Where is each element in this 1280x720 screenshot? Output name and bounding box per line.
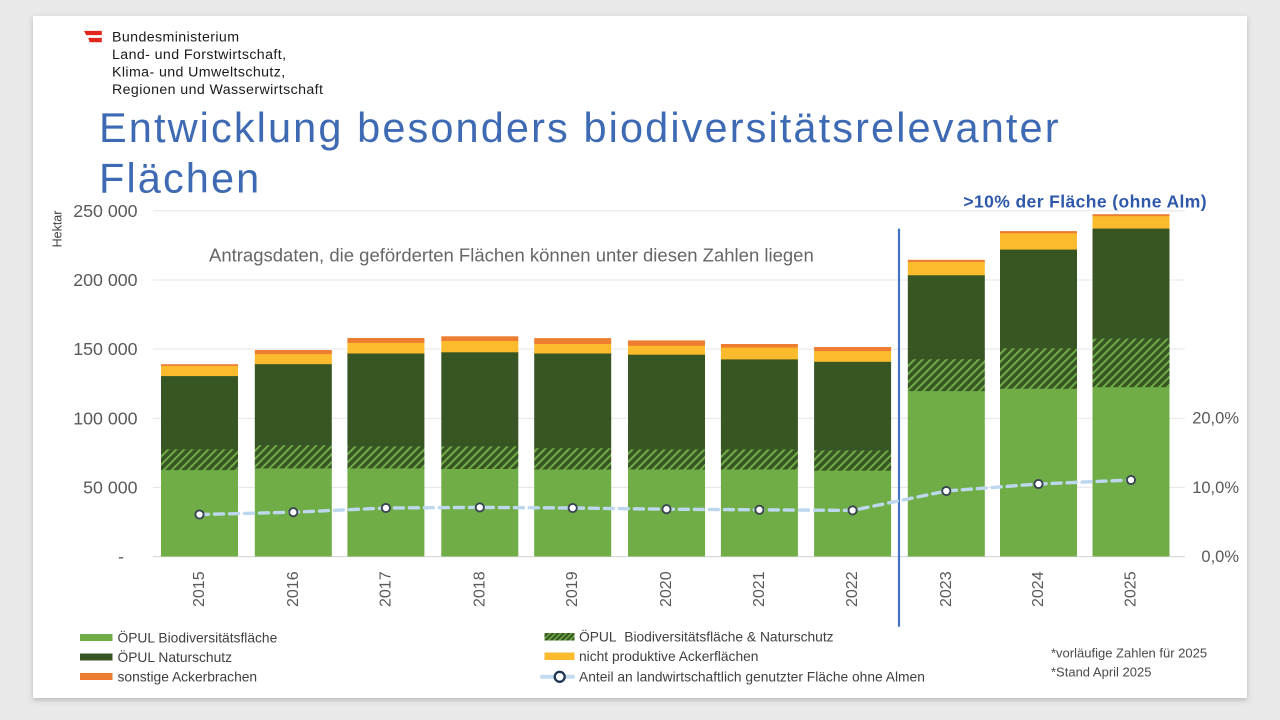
svg-text:ÖPUL Biodiversitätsfläche & N: ÖPUL Biodiversitätsfläche & Naturschutz (579, 628, 834, 645)
svg-text:20,0%: 20,0% (1192, 410, 1239, 428)
svg-text:Bundesministerium: Bundesministerium (112, 30, 239, 46)
svg-text:-: - (118, 547, 124, 567)
svg-text:Flächen: Flächen (99, 155, 261, 202)
svg-text:Klima- und Umweltschutz,: Klima- und Umweltschutz, (112, 65, 286, 81)
svg-text:200 000: 200 000 (73, 270, 137, 290)
svg-text:nicht produktive Ackerflächen: nicht produktive Ackerflächen (579, 649, 758, 664)
svg-text:0,0%: 0,0% (1201, 548, 1239, 566)
svg-text:2024: 2024 (1030, 571, 1047, 607)
svg-text:>10% der Fläche (ohne Alm): >10% der Fläche (ohne Alm) (963, 192, 1207, 212)
svg-text:2015: 2015 (191, 571, 208, 607)
svg-text:10,0%: 10,0% (1192, 479, 1239, 497)
svg-text:2022: 2022 (844, 571, 861, 607)
svg-text:2016: 2016 (285, 571, 302, 607)
svg-text:50 000: 50 000 (83, 477, 137, 497)
svg-text:sonstige Ackerbrachen: sonstige Ackerbrachen (118, 669, 258, 684)
svg-text:150 000: 150 000 (73, 339, 137, 359)
svg-text:2025: 2025 (1123, 571, 1140, 607)
svg-text:Antragsdaten, die geförderten: Antragsdaten, die geförderten Flächen kö… (209, 245, 814, 266)
svg-text:ÖPUL Naturschutz: ÖPUL Naturschutz (118, 648, 233, 665)
svg-text:Land- und Forstwirtschaft,: Land- und Forstwirtschaft, (112, 47, 286, 63)
svg-text:*Stand April 2025: *Stand April 2025 (1051, 665, 1151, 680)
svg-text:2021: 2021 (751, 571, 768, 607)
svg-text:Hektar: Hektar (51, 211, 65, 248)
svg-text:*vorläufige Zahlen für 2025: *vorläufige Zahlen für 2025 (1051, 646, 1207, 661)
svg-text:Anteil an landwirtschaftlich g: Anteil an landwirtschaftlich genutzter F… (579, 670, 925, 685)
svg-text:250 000: 250 000 (73, 201, 137, 221)
svg-text:100 000: 100 000 (73, 408, 137, 428)
svg-text:2020: 2020 (658, 571, 675, 607)
svg-text:2018: 2018 (471, 571, 488, 607)
svg-text:2019: 2019 (564, 571, 581, 607)
svg-text:ÖPUL Biodiversitätsfläche: ÖPUL Biodiversitätsfläche (118, 628, 278, 645)
svg-text:2017: 2017 (377, 571, 394, 607)
svg-text:2023: 2023 (938, 571, 955, 607)
svg-text:Regionen und Wasserwirtschaft: Regionen und Wasserwirtschaft (112, 82, 323, 98)
svg-text:Entwicklung besonders biodiver: Entwicklung besonders biodiversitätsrele… (99, 104, 1061, 151)
